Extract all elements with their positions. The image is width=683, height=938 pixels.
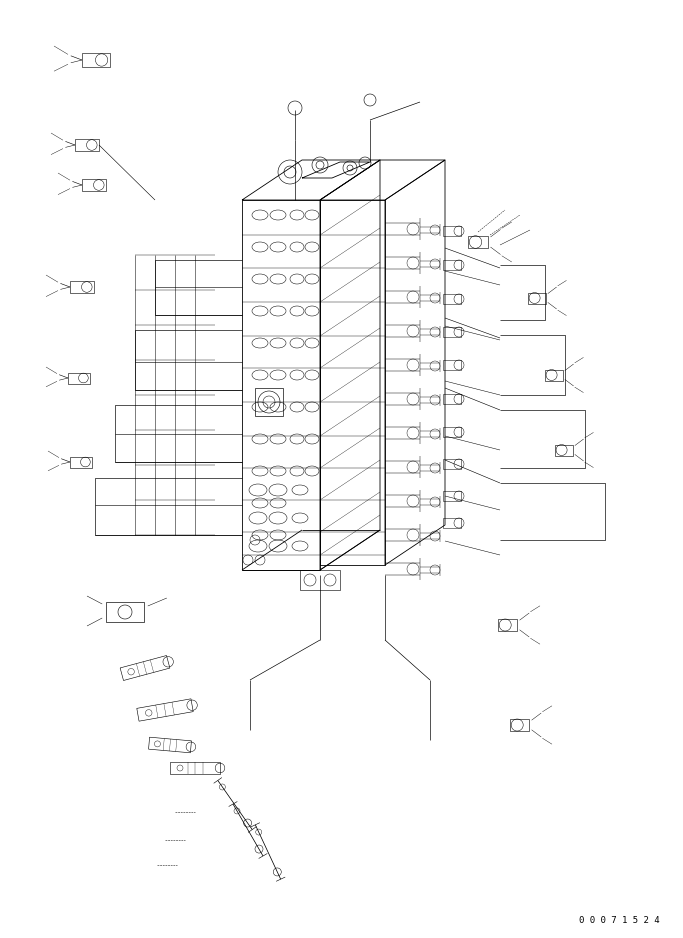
Bar [70, 457, 92, 468]
Bar [498, 619, 517, 631]
Bar [443, 226, 461, 236]
Bar [443, 327, 461, 337]
Bar [443, 491, 461, 501]
Bar [443, 294, 461, 304]
Bar [82, 179, 106, 191]
Bar [443, 260, 461, 270]
Bar [82, 53, 110, 67]
Bar [300, 570, 340, 590]
Bar [443, 394, 461, 404]
Bar [70, 281, 94, 293]
Bar [443, 427, 461, 437]
Bar [510, 719, 529, 731]
Bar [443, 518, 461, 528]
Bar [443, 360, 461, 370]
Bar [528, 293, 546, 304]
Bar [106, 602, 144, 622]
Bar [555, 445, 572, 456]
Bar [443, 459, 461, 469]
Bar [68, 373, 90, 384]
Text: 0 0 0 7 1 5 2 4: 0 0 0 7 1 5 2 4 [579, 916, 660, 925]
Bar [75, 139, 99, 151]
Bar [545, 370, 563, 381]
Bar [255, 388, 283, 416]
Bar [468, 236, 488, 248]
